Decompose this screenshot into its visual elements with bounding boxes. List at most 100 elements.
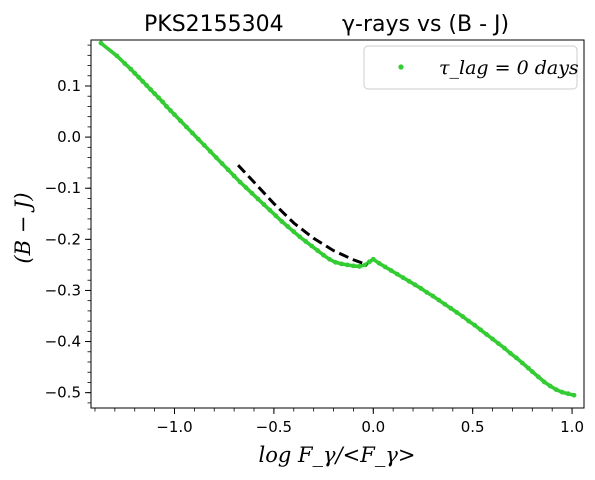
data-point bbox=[156, 95, 161, 101]
data-point bbox=[178, 118, 183, 124]
y-axis: 0.1 0.0 −0.1 −0.2 −0.3 −0.4 −0.5 bbox=[45, 44, 91, 404]
data-point bbox=[267, 207, 273, 213]
data-point bbox=[571, 392, 577, 398]
data-point bbox=[219, 161, 225, 167]
data-point bbox=[261, 202, 267, 207]
y-tick-label: −0.5 bbox=[45, 384, 81, 402]
y-tick-label: −0.2 bbox=[45, 230, 81, 248]
data-point bbox=[466, 318, 472, 324]
data-point bbox=[529, 369, 535, 375]
y-tick-label: −0.4 bbox=[45, 333, 81, 351]
fit-line bbox=[237, 164, 368, 267]
data-point bbox=[189, 130, 195, 136]
data-point bbox=[333, 259, 338, 265]
data-point bbox=[128, 66, 134, 72]
data-point bbox=[418, 286, 424, 291]
data-point bbox=[114, 53, 120, 59]
data-point bbox=[249, 190, 255, 196]
data-point bbox=[484, 332, 489, 337]
data-point bbox=[309, 243, 315, 249]
x-tick-label: 0.0 bbox=[361, 418, 385, 436]
chart-title: PKS2155304 bbox=[144, 12, 284, 37]
data-point bbox=[525, 365, 531, 371]
data-point bbox=[98, 40, 104, 46]
x-tick-label: −0.5 bbox=[256, 418, 292, 436]
data-point bbox=[243, 185, 249, 191]
data-point bbox=[553, 387, 559, 392]
data-point bbox=[132, 70, 138, 76]
data-point bbox=[152, 91, 158, 97]
data-point bbox=[255, 196, 261, 202]
data-point bbox=[382, 264, 388, 270]
series-layer bbox=[98, 40, 577, 398]
data-point bbox=[514, 355, 519, 361]
data-point bbox=[207, 149, 213, 154]
data-point bbox=[144, 83, 150, 88]
data-point bbox=[460, 314, 466, 319]
data-point bbox=[541, 379, 547, 385]
data-point bbox=[565, 391, 571, 397]
data-point bbox=[321, 252, 326, 258]
data-point bbox=[472, 322, 478, 328]
y-tick-label: −0.1 bbox=[45, 179, 81, 197]
legend: τ_lag = 0 days bbox=[363, 45, 579, 90]
data-point bbox=[148, 87, 154, 92]
data-point bbox=[195, 136, 201, 142]
y-axis-label: (B − J) bbox=[11, 192, 35, 263]
data-point bbox=[366, 259, 372, 265]
y-tick-label: 0.0 bbox=[57, 128, 81, 146]
data-point bbox=[160, 99, 165, 105]
data-point bbox=[303, 238, 309, 244]
data-point bbox=[184, 124, 189, 130]
data-point bbox=[442, 301, 448, 307]
data-point bbox=[345, 262, 350, 268]
data-point bbox=[273, 213, 279, 219]
data-point bbox=[297, 234, 303, 240]
data-point bbox=[394, 271, 400, 277]
chart-subtitle: γ-rays vs (B - J) bbox=[342, 12, 509, 37]
data-point bbox=[424, 290, 430, 295]
legend-box bbox=[363, 45, 578, 90]
x-tick-label: 1.0 bbox=[560, 418, 584, 436]
data-point bbox=[351, 263, 356, 269]
data-point bbox=[136, 74, 142, 80]
data-point bbox=[547, 383, 553, 389]
data-point bbox=[490, 336, 495, 342]
data-point bbox=[285, 224, 291, 229]
data-point bbox=[535, 374, 541, 380]
data-point bbox=[225, 167, 231, 173]
data-point bbox=[168, 108, 173, 113]
data-point bbox=[339, 261, 344, 267]
data-point bbox=[140, 79, 146, 84]
data-point bbox=[231, 173, 237, 179]
data-point bbox=[356, 264, 362, 269]
data-point bbox=[406, 278, 412, 284]
x-tick-label: −1.0 bbox=[156, 418, 192, 436]
data-point bbox=[559, 389, 565, 395]
data-point bbox=[315, 248, 321, 253]
data-point bbox=[519, 360, 525, 366]
data-point bbox=[454, 310, 460, 315]
data-point bbox=[448, 305, 454, 311]
x-tick-label: 0.5 bbox=[461, 418, 485, 436]
data-point bbox=[412, 282, 418, 288]
data-point bbox=[327, 256, 332, 262]
data-point bbox=[164, 104, 169, 109]
x-axis-label: log F_γ/<F_γ> bbox=[259, 443, 416, 467]
data-point bbox=[430, 293, 436, 299]
data-point bbox=[122, 61, 128, 66]
data-point bbox=[400, 275, 406, 281]
data-point bbox=[370, 256, 376, 262]
data-point bbox=[502, 345, 507, 351]
data-point bbox=[213, 155, 219, 160]
data-point bbox=[478, 327, 484, 333]
data-point bbox=[172, 112, 177, 118]
y-tick-label: −0.3 bbox=[45, 281, 81, 299]
data-point bbox=[436, 297, 442, 303]
data-point bbox=[279, 219, 285, 224]
data-point bbox=[201, 142, 207, 148]
data-point bbox=[376, 260, 382, 266]
legend-label: τ_lag = 0 days bbox=[439, 57, 579, 79]
y-tick-label: 0.1 bbox=[57, 77, 81, 95]
